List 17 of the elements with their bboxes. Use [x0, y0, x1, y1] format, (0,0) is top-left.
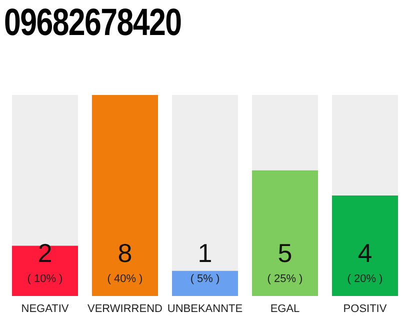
- x-tick-label: VERWIRREND: [88, 302, 163, 315]
- annotation: ( 25% ): [267, 273, 303, 285]
- annotation: ( 40% ): [107, 273, 143, 285]
- data-label: 2: [38, 238, 52, 268]
- x-tick-label: POSITIV: [343, 302, 388, 315]
- chart-title: 09682678420: [4, 1, 182, 46]
- x-tick-label: EGAL: [270, 302, 300, 315]
- data-label: 4: [358, 238, 372, 268]
- data-label: 8: [118, 238, 132, 268]
- annotation: ( 10% ): [27, 273, 63, 285]
- annotation: ( 20% ): [347, 273, 383, 285]
- bar: [172, 270, 238, 296]
- x-tick-label: NEGATIV: [21, 302, 70, 315]
- annotation: ( 5% ): [190, 273, 220, 285]
- x-tick-label: UNBEKANNTE: [167, 302, 243, 315]
- data-label: 1: [198, 238, 212, 268]
- data-label: 5: [278, 238, 292, 268]
